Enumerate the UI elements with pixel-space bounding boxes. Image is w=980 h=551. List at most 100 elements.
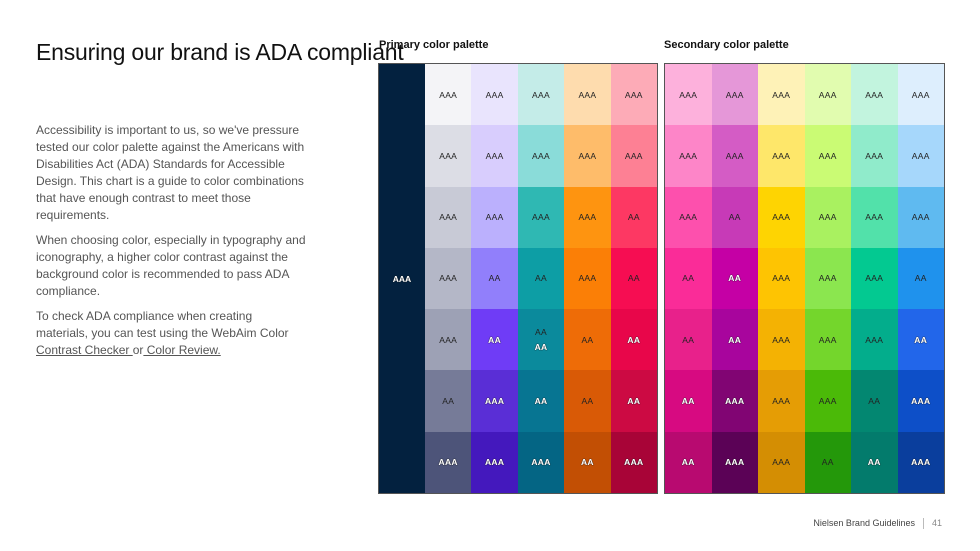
color-swatch: AAA [425,64,472,126]
color-swatch: AAA [804,370,851,432]
color-swatch: AAA [517,431,565,493]
contrast-label: AAA [532,150,550,161]
contrast-label: AA [534,396,548,407]
color-swatch: AA [711,309,758,371]
color-swatch: AAA [804,125,851,187]
color-swatch: AAA [897,125,944,187]
color-review-link[interactable]: Color Review. [143,343,221,357]
contrast-label: AAA [818,334,837,345]
color-swatch: AAA [897,186,944,248]
color-swatch: AA [610,186,658,248]
contrast-label: AAA [439,212,458,223]
paragraph-intro: Accessibility is important to us, so we'… [36,123,305,222]
color-swatch: AAA [517,64,565,126]
color-swatch: AA [897,247,944,310]
contrast-label: AA [681,396,695,407]
color-swatch: AA [564,370,611,432]
contrast-label: AA [821,457,834,468]
contrast-label: AAA [485,150,504,161]
footer-brand: Nielsen Brand Guidelines [813,518,915,528]
secondary-palette-title: Secondary color palette [664,39,789,51]
color-swatch: AAA [758,186,805,248]
contrast-label: AAA [485,89,504,100]
color-swatch: AAA [564,186,611,248]
contrast-label: AAA [725,457,745,468]
color-swatch: AAA [804,64,851,126]
color-swatch: AAA [851,64,898,126]
color-swatch: AAA [610,125,658,187]
color-swatch: AAA [610,431,658,493]
color-swatch: AAA [711,370,758,432]
color-swatch: AAA [564,64,611,126]
color-swatch: AAA [425,309,472,371]
contrast-label: AAA [911,396,931,407]
color-swatch: AA [471,309,518,371]
color-swatch: AAA [758,309,805,371]
color-swatch: AAA [425,186,472,248]
color-swatch: AAA [897,64,944,126]
check-text: To check ADA compliance when creating ma… [36,309,289,340]
color-swatch: AA [711,186,758,248]
contrast-label: AAA [439,334,458,345]
contrast-label: AAA [578,273,597,284]
contrast-label: AAA [532,89,550,100]
contrast-label: AAA [865,89,884,100]
contrast-checker-link[interactable]: Contrast Checker [36,343,133,357]
color-swatch: AA [897,309,944,371]
contrast-label: AAA [911,89,930,100]
contrast-label: AAA [624,457,644,468]
color-swatch: AAA [711,64,758,126]
color-swatch: AAA [711,125,758,187]
contrast-label: AAA [772,273,791,284]
contrast-label: AA [867,457,881,468]
color-swatch: AAA [758,125,805,187]
contrast-label: AAA [439,89,458,100]
contrast-label: AAA [725,150,744,161]
contrast-label: AAA [818,89,837,100]
navy-base-column: AAA [379,64,425,493]
contrast-label: AAA [865,334,884,345]
body-text: Accessibility is important to us, so we'… [36,122,306,367]
contrast-label: AAA [624,89,643,100]
contrast-label: AA [581,396,594,407]
color-swatch: AA [610,370,658,432]
contrast-label: AA [728,334,742,345]
contrast-label: AA [868,396,881,407]
contrast-label: AAA [772,212,791,223]
contrast-label: AAA [725,396,745,407]
contrast-label: AA [914,273,927,284]
color-swatch: AAA [564,125,611,187]
footer-divider [922,518,924,530]
page-title: Ensuring our brand is ADA compliant [36,39,404,65]
color-swatch: AAA [804,186,851,248]
contrast-label: AA [488,273,501,284]
contrast-label: AAA [531,457,551,468]
color-swatch: AA [851,431,898,493]
color-swatch: AAA [471,64,518,126]
color-swatch: AAA [425,247,472,310]
color-swatch: AAA [425,125,472,187]
primary-palette-title: Primary color palette [379,39,489,51]
contrast-label: AAA [484,396,505,407]
color-swatch: AAA [471,431,518,493]
contrast-label: AAA [865,212,884,223]
contrast-label: AAA [484,457,505,468]
color-swatch: AA [610,309,658,371]
paragraph-check: To check ADA compliance when creating ma… [36,308,306,359]
contrast-label: AAA [578,89,597,100]
color-swatch: AAA [804,247,851,310]
color-swatch: AAA [851,186,898,248]
secondary-palette-grid: AAA AAA AAA AA AA AA AA AAA AAA AA AA AA AAA AAA AAA AA… [664,63,945,494]
contrast-label: AAA [578,150,597,161]
primary-palette-grid: AAA AAA AAA AAA AAA AAA AA AAA AAA AAA AAA AA AA AAA… [378,63,658,494]
contrast-label: AA [535,327,547,338]
palette-column: AAA AAA AAA AAA AAA AAA AAA [758,64,805,493]
contrast-label: AAA [485,212,504,223]
contrast-label: AAA [772,334,791,345]
or-text: or [132,343,144,357]
